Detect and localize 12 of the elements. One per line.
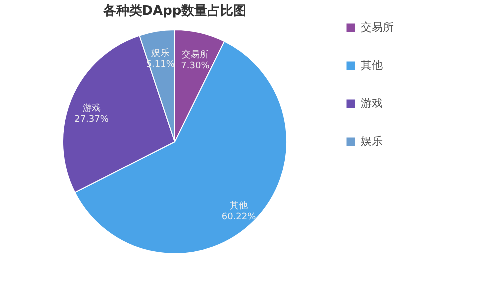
legend-label: 游戏: [361, 97, 383, 110]
data-label: 7.30%: [181, 61, 210, 72]
data-label: 60.22%: [222, 212, 257, 222]
slice-label: 娱乐: [152, 48, 170, 60]
legend-label: 娱乐: [361, 135, 383, 148]
legend-label: 交易所: [361, 21, 394, 34]
slice-label: 游戏: [82, 102, 101, 114]
data-label: 27.37%: [74, 114, 110, 125]
slice-label: 交易所: [182, 49, 209, 60]
chart-title: 各种类DApp数量占比图: [102, 4, 247, 19]
legend-label: 其他: [361, 59, 383, 72]
slice-label: 其他: [230, 200, 248, 212]
